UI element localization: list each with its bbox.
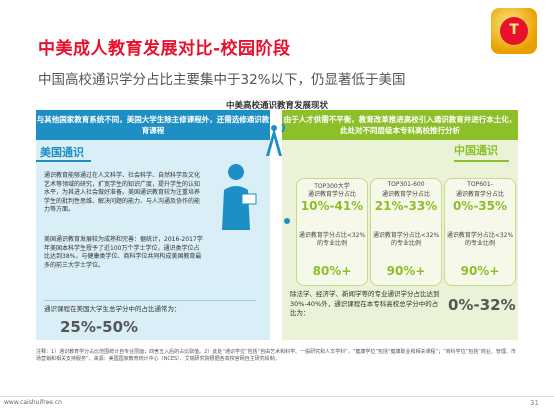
card-credit-range: 21%-33% bbox=[374, 199, 438, 213]
tier-card-top300: TOP300大学 通识教育学分占比 10%-41% 通识教育学分占比<32%的专… bbox=[296, 178, 368, 286]
card-label: 通识教育学分占比 bbox=[307, 191, 356, 198]
tower-icon bbox=[263, 123, 285, 156]
card-tier: TOP601- bbox=[467, 181, 493, 188]
footnote: 注释：1）通识教育学分占比范围统计自专业层面；四舍五入后的占比取值。2）此处“通… bbox=[36, 349, 516, 362]
tier-card-top601: TOP601- 通识教育学分占比 0%-35% 通识教育学分占比<32%的专业比… bbox=[444, 178, 516, 286]
us-tag-underline bbox=[36, 160, 91, 162]
us-divider bbox=[44, 300, 256, 301]
brand-logo: T bbox=[491, 8, 537, 54]
person-icon bbox=[222, 164, 257, 230]
page-number: 31 bbox=[530, 399, 539, 407]
cn-panel-tag: 中国通识 bbox=[454, 144, 498, 157]
card-tier: TOP300大学 bbox=[314, 183, 350, 190]
card-label: 通识教育学分占比 bbox=[381, 191, 430, 198]
card-label: 通识教育学分占比<32%的专业比例 bbox=[446, 232, 514, 247]
cn-panel-header: 由于人才供需不平衡，教育改革推进高校引入通识教育并进行本土化，此处对不同层级本专… bbox=[282, 110, 518, 140]
us-panel-tag: 美国通识 bbox=[40, 146, 84, 159]
card-label: 通识教育学分占比<32%的专业比例 bbox=[372, 232, 440, 247]
tier-card-top301-600: TOP301-600 通识教育学分占比 21%-33% 通识教育学分占比<32%… bbox=[370, 178, 442, 286]
logo-emblem-icon: T bbox=[500, 17, 528, 45]
us-panel-header: 与其他国家教育系统不同，美国大学生除主修课程外，还需选修通识教育课程 bbox=[36, 110, 270, 140]
card-major-share: 80%+ bbox=[312, 264, 352, 278]
cn-credit-share: 0%-32% bbox=[448, 296, 516, 314]
cn-tag-underline bbox=[454, 160, 509, 162]
card-label: 通识教育学分占比<32%的专业比例 bbox=[298, 232, 366, 247]
card-major-share: 90%+ bbox=[460, 264, 500, 278]
footer-url[interactable]: www.caishuifree.cn bbox=[4, 399, 62, 406]
us-credit-share: 25%-50% bbox=[60, 318, 139, 336]
cn-bottom-label: 除法学、经济学、新闻学等的专业通识学分占比达到30%-40%外，通识课程在本专科… bbox=[290, 290, 440, 317]
page-title: 中美成人教育发展对比-校园阶段 bbox=[38, 39, 291, 59]
section-label: 中美高校通识教育发展现状 bbox=[225, 101, 328, 111]
card-tier: TOP301-600 bbox=[387, 181, 425, 188]
card-major-share: 90%+ bbox=[386, 264, 426, 278]
bullet-dot bbox=[284, 218, 290, 224]
page-subtitle: 中国高校通识学分占比主要集中于32%以下，仍显著低于美国 bbox=[38, 72, 406, 88]
card-label: 通识教育学分占比 bbox=[455, 191, 504, 198]
card-credit-range: 10%-41% bbox=[300, 199, 364, 213]
us-paragraph-1: 通识教育能够通过在人文科学、社会科学、自然科学及文化艺术等领域的研究，扩宽学生的… bbox=[44, 172, 201, 214]
footer-divider bbox=[0, 396, 554, 397]
us-foot-label: 通识课程在美国大学生总学分中的占比通常为： bbox=[44, 305, 181, 313]
us-paragraph-2: 美国通识教育发展较为成熟和完善：据统计，2016-2017学年美国本科学生授予了… bbox=[44, 236, 203, 269]
card-credit-range: 0%-35% bbox=[452, 199, 508, 213]
